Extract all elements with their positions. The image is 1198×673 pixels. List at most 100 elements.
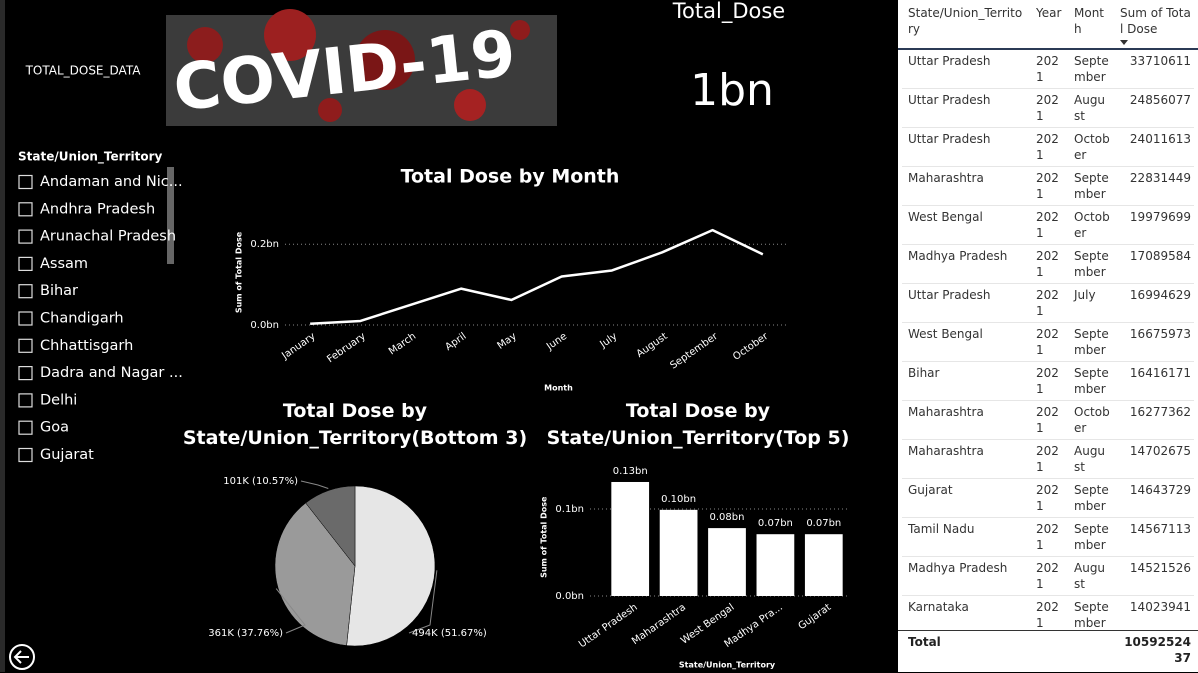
table-cell: 2021 — [1030, 244, 1068, 284]
table-cell: September — [1068, 595, 1114, 630]
slicer-label[interactable]: Goa — [40, 420, 69, 436]
slicer-label[interactable]: Chhattisgarh — [40, 338, 133, 354]
virus — [510, 20, 530, 40]
table-cell: 14023941 — [1114, 595, 1194, 630]
back-arrow[interactable] — [13, 650, 29, 664]
checkbox[interactable] — [18, 366, 33, 381]
slicer-label[interactable]: Gujarat — [40, 447, 94, 463]
table-cell: September — [1068, 361, 1114, 401]
slicer-item[interactable]: Andaman and Nic... — [18, 174, 183, 190]
table-row: Bihar 2021 September 16416171 — [902, 361, 1194, 401]
bar — [756, 534, 795, 596]
pie-slice — [274, 502, 356, 646]
checkbox[interactable] — [18, 420, 33, 435]
table-row: Uttar Pradesh 2021 August 24856077 — [902, 88, 1194, 128]
checkbox[interactable] — [18, 338, 33, 353]
x-tick-label: Gujarat — [796, 602, 833, 632]
rows: Uttar Pradesh 2021 September 33710611 Uttar … — [902, 50, 1194, 630]
table-cell: 2021 — [1030, 361, 1068, 401]
slicer-label[interactable]: Assam — [40, 256, 88, 272]
table-total: Total 1059252437 — [898, 630, 1198, 673]
table-cell: 14521526 — [1114, 556, 1194, 596]
slicer-label[interactable]: Arunachal Pradesh — [40, 229, 176, 245]
total-table: Total 1059252437 — [902, 631, 1194, 669]
checkbox[interactable] — [18, 174, 33, 190]
table-cell: Maharashtra — [902, 439, 1030, 479]
checkbox[interactable] — [18, 256, 33, 271]
slicer-item[interactable]: Gujarat — [18, 447, 94, 463]
bar — [611, 481, 650, 596]
slicer-title: State/Union_Territory — [18, 150, 163, 165]
data-label: 494K (51.67%) — [412, 628, 487, 639]
table-visual: State/Union_Territory Year Month Sum of Tot… — [898, 0, 1198, 672]
slicer-item[interactable]: Chhattisgarh — [18, 338, 133, 354]
checkbox[interactable] — [18, 284, 33, 299]
line — [310, 228, 764, 326]
sort-indicator[interactable] — [1120, 40, 1128, 45]
table-cell: 2021 — [1030, 556, 1068, 596]
y-axis-label: Sum of Total Dose — [540, 496, 549, 578]
x-axis-label: Month — [544, 384, 573, 393]
column-header[interactable]: Month — [1074, 6, 1105, 36]
back-circle[interactable] — [9, 644, 35, 670]
table-row: Uttar Pradesh 2021 October 24011613 — [902, 127, 1194, 167]
back-button[interactable] — [9, 644, 35, 670]
checkbox[interactable] — [18, 311, 33, 326]
checkbox[interactable] — [18, 447, 33, 463]
table-cell: 2021 — [1030, 322, 1068, 362]
slicer-label[interactable]: Dadra and Nagar ... — [40, 365, 183, 381]
table-cell: Uttar Pradesh — [902, 50, 1030, 89]
virus — [187, 27, 223, 63]
total-cell: Total — [908, 635, 941, 649]
table-cell: September — [1068, 50, 1114, 89]
slicer-item[interactable]: Chandigarh — [18, 311, 124, 327]
slicer-item[interactable]: Andhra Pradesh — [18, 201, 155, 217]
table-row: West Bengal 2021 September 16675973 — [902, 322, 1194, 362]
checkbox[interactable] — [18, 202, 33, 217]
slicer-item[interactable]: Arunachal Pradesh — [18, 229, 176, 245]
card-title: Total_Dose — [672, 0, 785, 24]
data-label: 0.08bn — [710, 512, 745, 523]
column-header[interactable]: State/Union_Territory — [908, 6, 1023, 36]
table-cell: 17089584 — [1114, 244, 1194, 284]
data-label: 361K (37.76%) — [208, 628, 283, 639]
table-cell: 16277362 — [1114, 400, 1194, 440]
table-cell: 2021 — [1030, 595, 1068, 630]
column-header[interactable]: Sum of Total Dose — [1114, 0, 1194, 48]
report-label: TOTAL_DOSE_DATA — [25, 64, 142, 78]
x-tick-label: August — [635, 331, 670, 360]
slicer-label[interactable]: Delhi — [40, 392, 77, 408]
table-cell: September — [1068, 166, 1114, 206]
table-cell: West Bengal — [902, 322, 1030, 362]
edge — [0, 0, 5, 672]
table-cell: 2021 — [1030, 166, 1068, 206]
slicer-item[interactable]: Bihar — [18, 283, 78, 299]
x-tick-label: Uttar Pradesh — [577, 602, 640, 650]
header-table: State/Union_Territory Year Month Sum of Tot… — [902, 0, 1194, 48]
checkbox[interactable] — [18, 229, 33, 244]
slicer-item[interactable]: Delhi — [18, 392, 77, 408]
total-cell: 1059252437 — [1124, 635, 1191, 665]
table-cell: September — [1068, 478, 1114, 518]
table-cell: Bihar — [902, 361, 1030, 401]
checkbox[interactable] — [18, 393, 33, 408]
slicer-label[interactable]: Andhra Pradesh — [40, 201, 155, 217]
slicer-item[interactable]: Goa — [18, 420, 69, 436]
column-header[interactable]: Year — [1036, 6, 1062, 20]
slicer-item[interactable]: Dadra and Nagar ... — [18, 365, 183, 381]
table-cell: 14643729 — [1114, 478, 1194, 518]
virus — [264, 9, 316, 61]
scrollbar[interactable] — [167, 167, 174, 264]
chart-title: Total Dose by State/Union_Territory(Bott… — [182, 400, 528, 449]
slicer-label[interactable]: Bihar — [40, 283, 78, 299]
data-label: 101K (10.57%) — [223, 476, 298, 487]
y-tick-label: 0.0bn — [555, 591, 584, 602]
slicer-label[interactable]: Chandigarh — [40, 311, 124, 327]
slicer-item[interactable]: Assam — [18, 256, 88, 272]
table-cell: 14567113 — [1114, 517, 1194, 557]
x-tick-label: September — [668, 330, 720, 371]
table-cell: Madhya Pradesh — [902, 556, 1030, 596]
slicer-label[interactable]: Andaman and Nic... — [40, 174, 183, 190]
body-table: Uttar Pradesh 2021 September 33710611 Uttar … — [902, 50, 1194, 630]
table-cell: 24856077 — [1114, 88, 1194, 128]
